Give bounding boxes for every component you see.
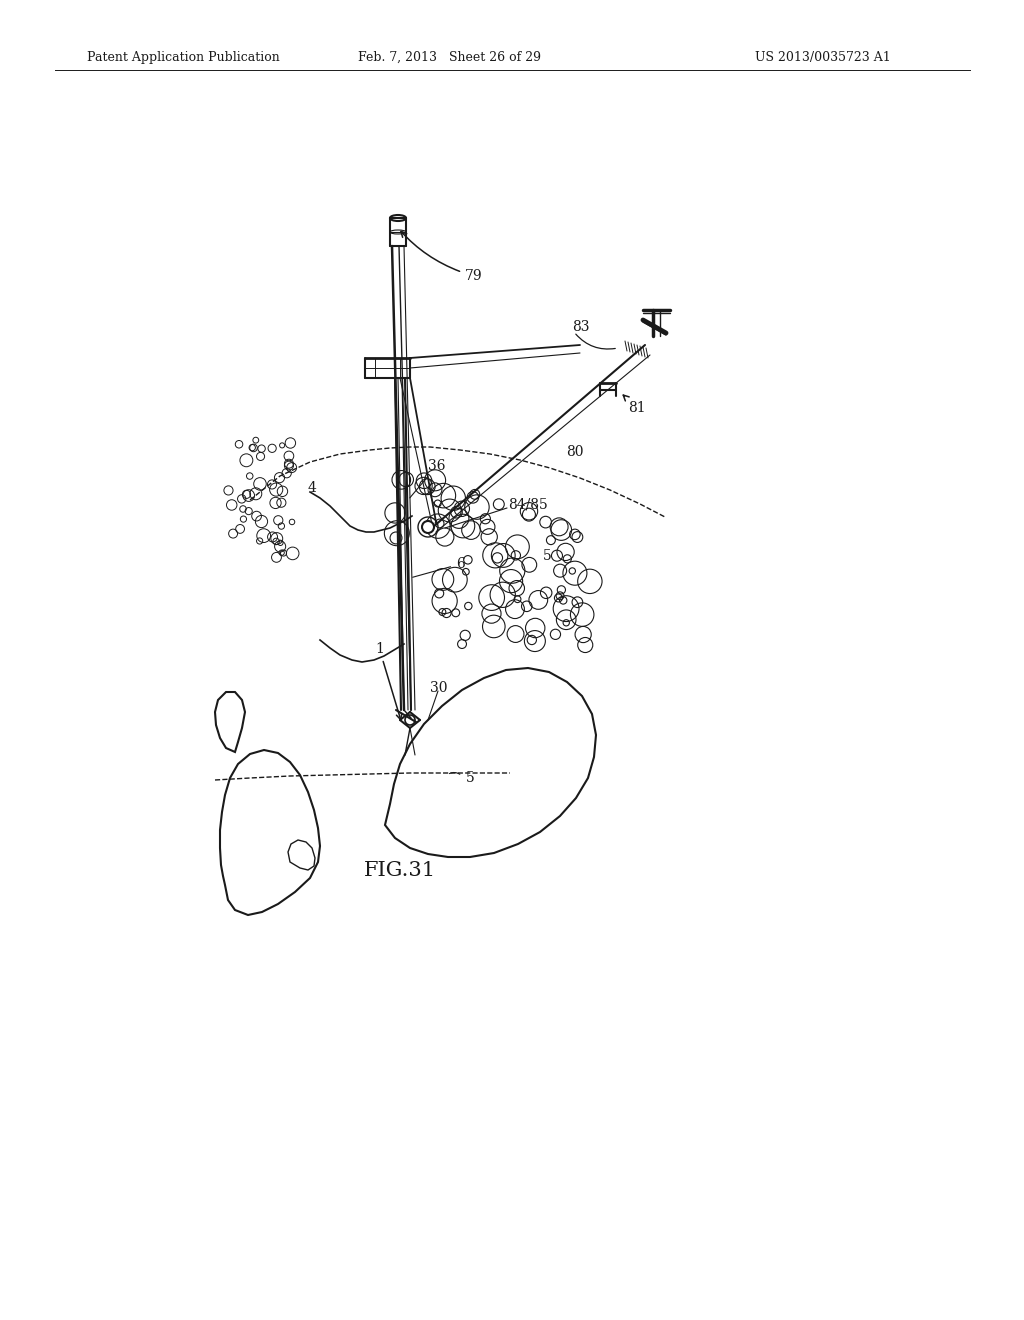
Text: 4: 4 bbox=[308, 480, 316, 495]
Text: US 2013/0035723 A1: US 2013/0035723 A1 bbox=[755, 50, 891, 63]
Text: FIG.31: FIG.31 bbox=[364, 861, 436, 879]
Text: 80: 80 bbox=[566, 445, 584, 459]
Circle shape bbox=[422, 521, 434, 533]
Text: 83: 83 bbox=[572, 319, 590, 334]
Text: 5: 5 bbox=[466, 771, 475, 785]
Text: 5: 5 bbox=[543, 549, 552, 564]
Text: 79: 79 bbox=[401, 231, 482, 282]
Text: Feb. 7, 2013   Sheet 26 of 29: Feb. 7, 2013 Sheet 26 of 29 bbox=[358, 50, 541, 63]
Text: 84/85: 84/85 bbox=[508, 498, 548, 512]
Text: 36: 36 bbox=[410, 459, 445, 498]
Text: 6: 6 bbox=[413, 557, 465, 577]
Text: Patent Application Publication: Patent Application Publication bbox=[87, 50, 280, 63]
Text: 1: 1 bbox=[375, 642, 401, 719]
Text: 30: 30 bbox=[430, 681, 447, 696]
Text: 81: 81 bbox=[624, 395, 645, 414]
